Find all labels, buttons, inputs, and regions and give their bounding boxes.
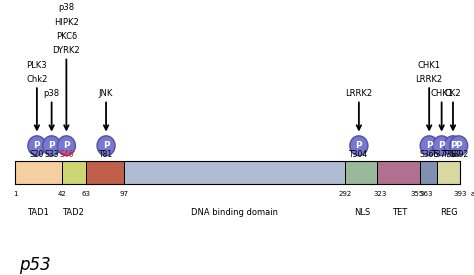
Text: T304: T304 [349,150,368,159]
Text: P: P [426,141,432,150]
Bar [437,161,460,184]
Text: 292: 292 [338,191,352,197]
Text: TET: TET [392,208,407,217]
Text: aa: aa [470,191,474,197]
Text: S33: S33 [45,150,59,159]
Text: T387: T387 [443,150,463,159]
Bar [15,161,62,184]
Text: T81: T81 [99,150,113,159]
Text: p38: p38 [44,89,60,98]
Text: P: P [438,141,445,150]
Ellipse shape [450,136,468,156]
Text: p38: p38 [58,3,74,12]
Ellipse shape [444,136,462,156]
Text: P: P [456,141,462,150]
Text: T377: T377 [432,150,451,159]
Text: P: P [103,141,109,150]
Text: HIPK2: HIPK2 [54,18,79,27]
Bar [345,161,377,184]
Text: Chk2: Chk2 [26,75,47,84]
Text: TAD1: TAD1 [27,208,49,217]
Text: CK2: CK2 [445,89,461,98]
Text: 1: 1 [13,191,18,197]
Text: P: P [63,141,70,150]
Text: p53: p53 [19,256,51,274]
Text: CHK1: CHK1 [430,89,453,98]
Bar [15,161,460,184]
Text: S392: S392 [449,150,468,159]
Text: 63: 63 [81,191,90,197]
Text: 323: 323 [374,191,387,197]
Text: CHK1: CHK1 [418,60,441,70]
Text: JNK: JNK [99,89,113,98]
Text: 42: 42 [57,191,66,197]
Text: TAD2: TAD2 [62,208,84,217]
Text: P: P [34,141,40,150]
Text: S366: S366 [419,150,439,159]
Text: 355: 355 [410,191,423,197]
Text: P: P [450,141,456,150]
Ellipse shape [433,136,451,156]
Text: S20: S20 [30,150,44,159]
Bar [124,161,345,184]
Ellipse shape [350,136,368,156]
Bar [420,161,437,184]
Text: NLS: NLS [354,208,370,217]
Text: DNA binding domain: DNA binding domain [191,208,278,217]
Ellipse shape [43,136,61,156]
Bar [62,161,86,184]
Text: PKCδ: PKCδ [56,32,77,41]
Text: DYRK2: DYRK2 [53,46,80,55]
Text: PLK3: PLK3 [27,60,47,70]
Ellipse shape [97,136,115,156]
Bar [377,161,420,184]
Ellipse shape [28,136,46,156]
Ellipse shape [420,136,438,156]
Text: 97: 97 [120,191,129,197]
Text: P: P [356,141,362,150]
Text: 363: 363 [419,191,432,197]
Text: LRRK2: LRRK2 [346,89,373,98]
Text: LRRK2: LRRK2 [416,75,443,84]
Bar [86,161,124,184]
Text: 393: 393 [453,191,466,197]
Text: REG: REG [439,208,457,217]
Text: S46: S46 [59,150,73,159]
Ellipse shape [57,136,75,156]
Text: P: P [48,141,55,150]
